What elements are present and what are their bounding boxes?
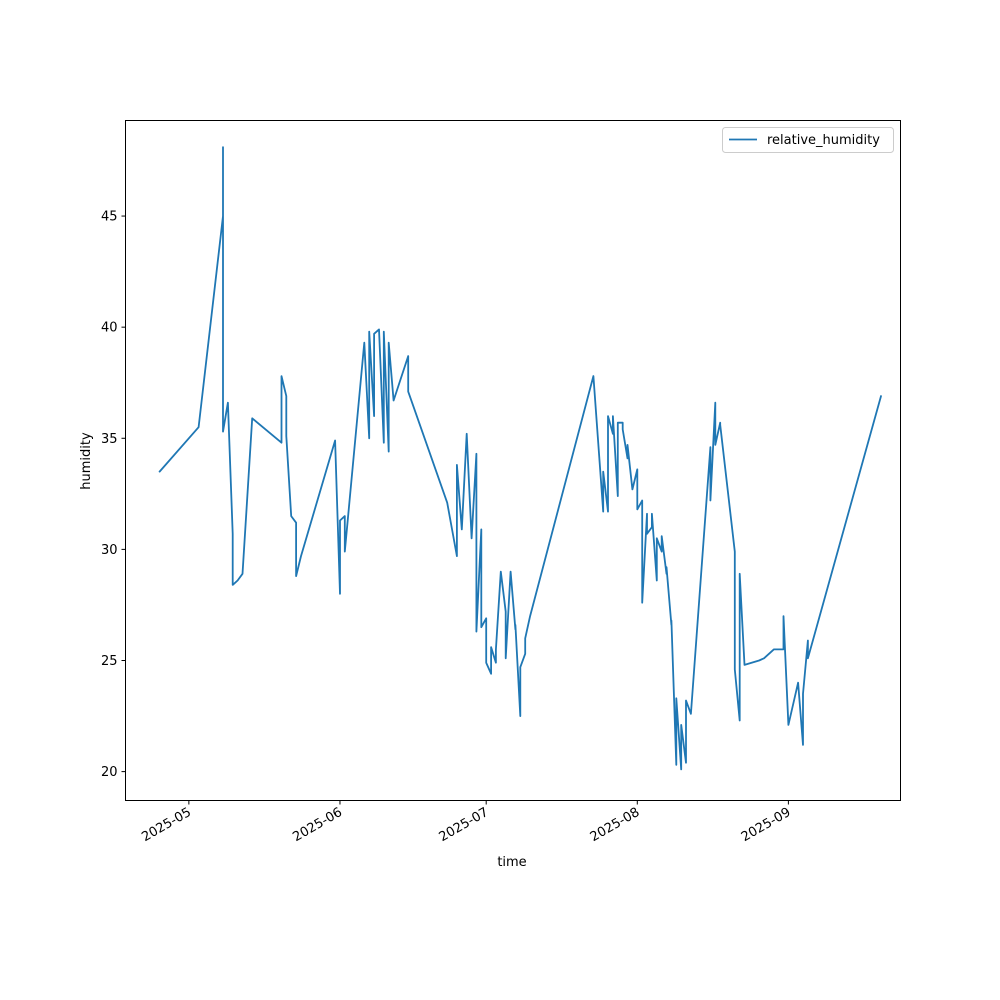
y-axis: 20 25 30 35 40 45 (101, 210, 126, 780)
x-tick-label: 2025-05 (139, 805, 194, 845)
y-tick-label: 45 (101, 210, 118, 225)
y-tick-label: 40 (101, 321, 118, 336)
x-tick-label: 2025-08 (588, 805, 643, 845)
x-tick-label: 2025-07 (437, 805, 492, 845)
plot-frame (125, 120, 901, 801)
y-tick-label: 20 (101, 765, 118, 780)
y-tick-label: 35 (101, 432, 118, 447)
y-tick-label: 25 (101, 654, 118, 669)
x-axis: 2025-05 2025-06 2025-07 2025-08 2025-09 (139, 800, 794, 845)
legend: relative_humidity (722, 127, 894, 153)
x-tick-label: 2025-09 (739, 805, 794, 845)
legend-box (722, 127, 894, 153)
y-axis-title: humidity (79, 432, 94, 490)
y-tick-label: 30 (101, 543, 118, 558)
plot-area (125, 120, 901, 801)
x-tick-label: 2025-06 (290, 805, 345, 845)
series-line-relative-humidity (158, 146, 882, 771)
x-axis-title: time (497, 855, 526, 870)
legend-label: relative_humidity (767, 133, 880, 148)
